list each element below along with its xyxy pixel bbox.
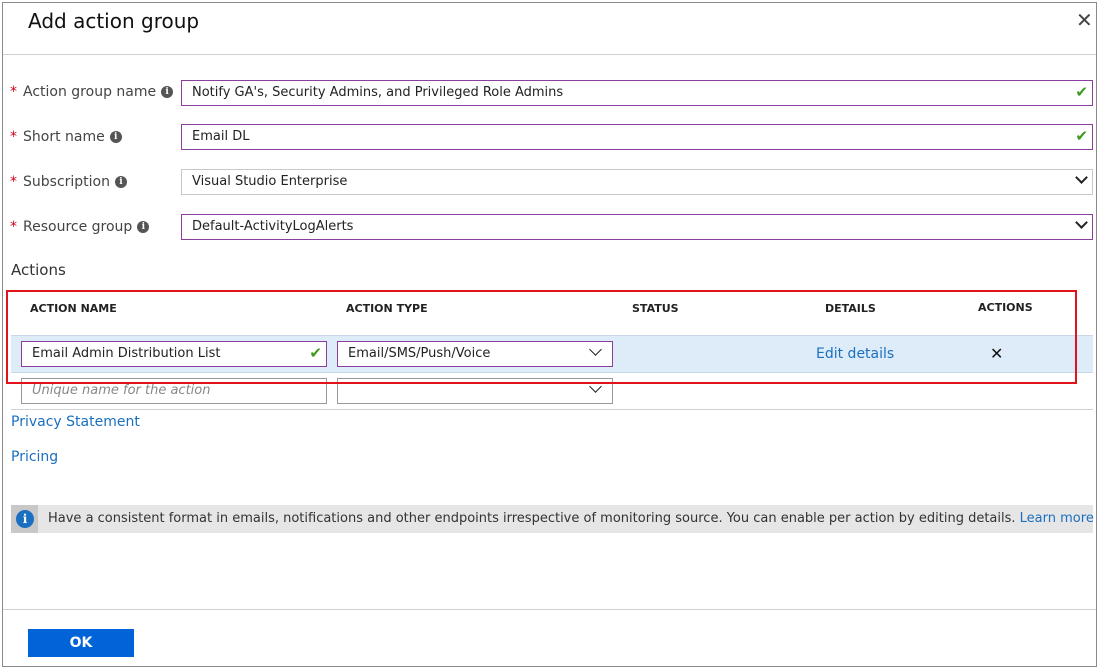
resource-group-label: * Resource group i <box>10 219 150 235</box>
short-name-input[interactable]: Email DL ✔ <box>181 124 1093 150</box>
learn-more-link[interactable]: Learn more <box>1019 511 1094 526</box>
required-marker: * <box>10 84 17 100</box>
required-marker: * <box>10 219 17 235</box>
column-header-status: STATUS <box>632 302 679 315</box>
info-icon[interactable]: i <box>161 86 174 98</box>
info-message: Have a consistent format in emails, noti… <box>48 511 1016 526</box>
column-header-actions: ACTIONS <box>978 301 1033 314</box>
actions-heading: Actions <box>11 261 66 279</box>
info-icon: i <box>16 510 34 528</box>
chevron-down-icon <box>1075 171 1088 184</box>
label-text: Action group name <box>23 84 157 100</box>
column-header-action-name: ACTION NAME <box>30 302 117 315</box>
action-group-name-label: * Action group name i <box>10 84 174 100</box>
chevron-down-icon <box>1075 216 1088 229</box>
column-header-details: DETAILS <box>825 302 876 315</box>
column-header-action-type: ACTION TYPE <box>346 302 428 315</box>
edit-details-link[interactable]: Edit details <box>816 346 895 362</box>
input-value: Email DL <box>192 129 250 144</box>
info-text: Have a consistent format in emails, noti… <box>48 511 1094 526</box>
info-icon[interactable]: i <box>137 221 150 233</box>
ok-button[interactable]: OK <box>28 629 134 657</box>
check-icon: ✔ <box>1075 127 1088 145</box>
header-divider <box>3 54 1096 55</box>
delete-action-icon[interactable]: ✕ <box>990 344 1004 363</box>
select-value: Default-ActivityLogAlerts <box>192 219 354 234</box>
required-marker: * <box>10 174 17 190</box>
highlight-box <box>6 290 1077 384</box>
check-icon: ✔ <box>309 344 322 362</box>
label-text: Subscription <box>23 174 110 190</box>
input-value: Notify GA's, Security Admins, and Privil… <box>192 85 564 100</box>
subscription-select[interactable]: Visual Studio Enterprise <box>181 169 1093 195</box>
privacy-statement-link[interactable]: Privacy Statement <box>11 414 140 430</box>
action-name-input[interactable]: Email Admin Distribution List ✔ <box>21 341 327 367</box>
label-text: Short name <box>23 129 105 145</box>
pricing-link[interactable]: Pricing <box>11 449 59 465</box>
label-text: Resource group <box>23 219 133 235</box>
check-icon: ✔ <box>1075 83 1088 101</box>
info-icon[interactable]: i <box>115 176 127 188</box>
info-bar-icon-area: i <box>11 505 38 533</box>
select-value: Email/SMS/Push/Voice <box>348 346 491 361</box>
select-value: Visual Studio Enterprise <box>192 174 348 189</box>
required-marker: * <box>10 129 17 145</box>
subscription-label: * Subscription i <box>10 174 127 190</box>
info-bar: i Have a consistent format in emails, no… <box>11 505 1094 533</box>
footer-divider <box>3 609 1096 610</box>
placeholder: Unique name for the action <box>32 383 211 398</box>
info-icon[interactable]: i <box>109 131 122 143</box>
resource-group-select[interactable]: Default-ActivityLogAlerts <box>181 214 1093 240</box>
action-type-select[interactable]: Email/SMS/Push/Voice <box>337 341 613 367</box>
table-divider <box>11 409 1093 410</box>
dialog-title: Add action group <box>28 9 200 33</box>
action-group-name-input[interactable]: Notify GA's, Security Admins, and Privil… <box>181 80 1093 106</box>
short-name-label: * Short name i <box>10 129 122 145</box>
input-value: Email Admin Distribution List <box>32 346 221 361</box>
close-icon[interactable]: ✕ <box>1076 8 1093 32</box>
